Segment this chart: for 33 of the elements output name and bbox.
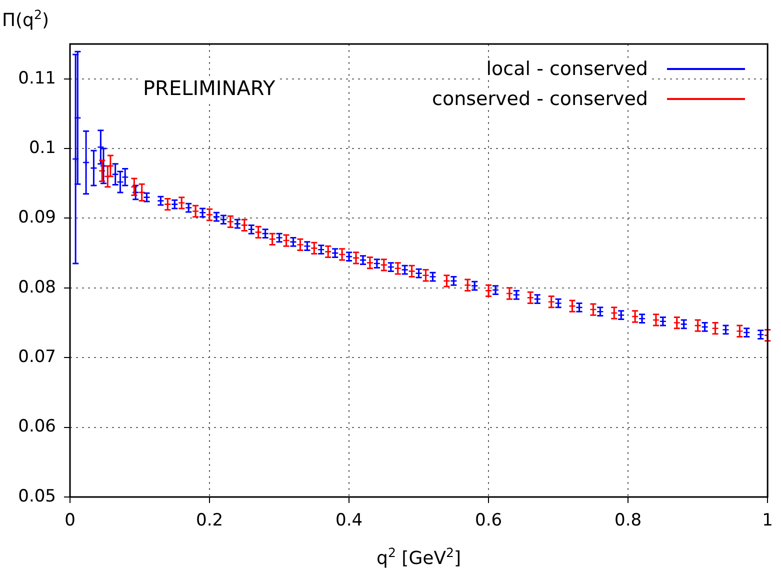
point (366, 259, 374, 266)
point (206, 211, 214, 218)
legend-label: local - conserved (483, 58, 651, 80)
point (324, 248, 332, 256)
y-tick-label: 0.06 (18, 416, 56, 437)
x-tick-label: 0.4 (336, 510, 363, 531)
point (296, 241, 304, 248)
y-tick-label: 0.05 (18, 486, 56, 506)
x-tick-label: 1 (762, 510, 774, 531)
point (164, 200, 172, 208)
point (712, 324, 719, 332)
point (192, 208, 200, 215)
point (112, 170, 119, 178)
annotation: PRELIMINARY (143, 76, 276, 100)
point (240, 222, 248, 229)
point (408, 268, 416, 275)
point (484, 287, 492, 294)
point (226, 218, 234, 226)
y-tick-label: 0.07 (18, 347, 56, 368)
point (254, 228, 262, 236)
point (98, 167, 106, 174)
point (673, 319, 681, 326)
x-tick-label: 0.2 (196, 510, 224, 531)
x-tick-label: 0 (64, 510, 76, 531)
x-tick-label: 0.8 (614, 510, 642, 531)
y-tick-label: 0.08 (18, 277, 56, 298)
point (526, 294, 534, 302)
legend-label: conserved - conserved (429, 88, 651, 110)
y-tick-label: 0.09 (18, 208, 56, 228)
y-tick-label: 0.1 (28, 138, 56, 158)
y-tick-label: 0.11 (18, 68, 56, 88)
x-tick-label: 0.6 (475, 510, 502, 531)
point (310, 244, 318, 252)
